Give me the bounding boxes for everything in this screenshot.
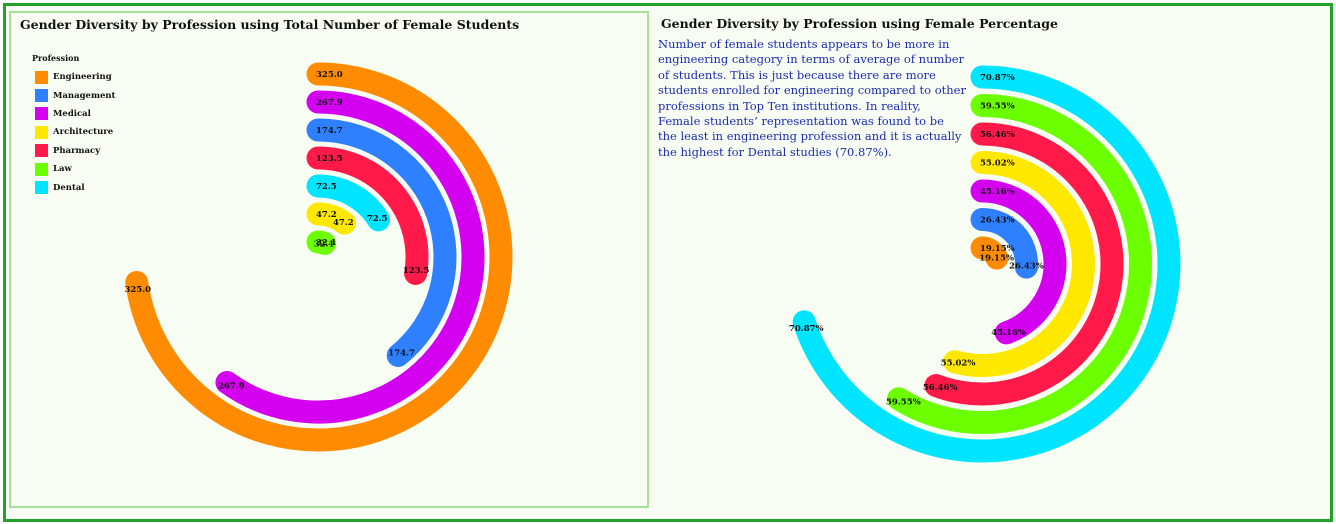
legend-swatch [35,144,48,158]
radial-bar-architecture [943,151,1095,377]
legend-swatch [35,181,48,195]
left-chart-title: Gender Diversity by Profession using Tot… [20,17,520,32]
legend-item: Medical [32,105,115,123]
bar-end-label: 325.0 [124,285,151,295]
bar-end-label: 123.5 [403,266,430,276]
radial-bar-pharmacy [306,146,429,285]
legend-item: Law [32,160,115,178]
bar-end-label: 45.16% [991,328,1026,338]
bar-start-label: 123.5 [316,154,343,164]
bar-end-label: 55.02% [941,359,976,369]
bar-start-label: 174.7 [316,126,343,136]
legend-swatch [35,89,48,103]
legend-label: Dental [53,182,85,193]
bar-end-label: 32.1 [314,239,335,249]
bar-start-label: 325.0 [316,70,343,80]
bar-end-label: 56.46% [923,383,958,393]
legend-swatch [35,70,48,84]
radial-bar-architecture [306,202,357,235]
radial-bar-medical [215,90,485,424]
legend-title: Profession [32,53,80,63]
legend-swatch [35,107,48,121]
bar-end-label: 72.5 [367,214,388,224]
legend-item: Architecture [32,123,115,141]
legend-label: Pharmacy [53,145,101,156]
legend-item: Management [32,86,115,104]
radial-bar-dental [306,174,391,232]
bar-start-label: 45.16% [980,187,1015,197]
radial-bar-engineering [970,236,1009,270]
bar-end-label: 59.55% [886,398,921,408]
bar-end-label: 267.9 [218,382,245,392]
bar-end-label: 19.15% [979,254,1014,264]
bar-start-label: 47.2 [316,210,337,220]
bar-end-label: 26.43% [1009,262,1044,272]
left-chart-panel [9,11,649,508]
bar-start-label: 26.43% [980,216,1015,226]
bar-start-label: 70.87% [980,73,1015,83]
legend-item: Engineering [32,68,115,86]
bar-end-label: 47.2 [333,218,354,228]
legend-label: Medical [53,108,91,119]
bar-start-label: 32.1 [316,238,337,248]
bar-start-label: 55.02% [980,159,1015,169]
bar-start-label: 72.5 [316,182,337,192]
annotation-text: Number of female students appears to be … [658,37,966,159]
bar-start-label: 59.55% [980,102,1015,112]
legend: Profession Engineering Management Medical A… [32,53,115,197]
legend-label: Engineering [53,72,112,83]
radial-bar-law [306,230,337,256]
bar-end-label: 174.7 [388,349,415,359]
legend-label: Law [53,164,72,175]
right-chart-title: Gender Diversity by Profession using Fem… [661,16,1058,31]
radial-bar-management [306,118,457,367]
legend-label: Management [53,90,116,101]
radial-bar-engineering [125,62,513,452]
left-radial-chart: 325.0 325.0 267.9 267.9 174.7 174.7 123.5 123.5… [124,62,513,452]
radial-bar-management [970,208,1038,279]
legend-item: Dental [32,178,115,196]
radial-bar-dental [792,65,1181,463]
radial-bar-law [887,94,1152,434]
legend-item: Pharmacy [32,142,115,160]
legend-swatch [35,162,48,176]
radial-bar-medical [970,179,1067,345]
bar-end-label: 70.87% [789,324,824,334]
right-radial-chart: 70.87%70.87%59.55%59.55%56.46%56.46%55.0… [789,65,1181,463]
radial-bar-pharmacy [924,122,1124,406]
bar-start-label: 19.15% [980,244,1015,254]
legend-swatch [35,125,48,139]
bar-start-label: 267.9 [316,98,343,108]
legend-label: Architecture [53,127,114,138]
bar-start-label: 56.46% [980,130,1015,140]
